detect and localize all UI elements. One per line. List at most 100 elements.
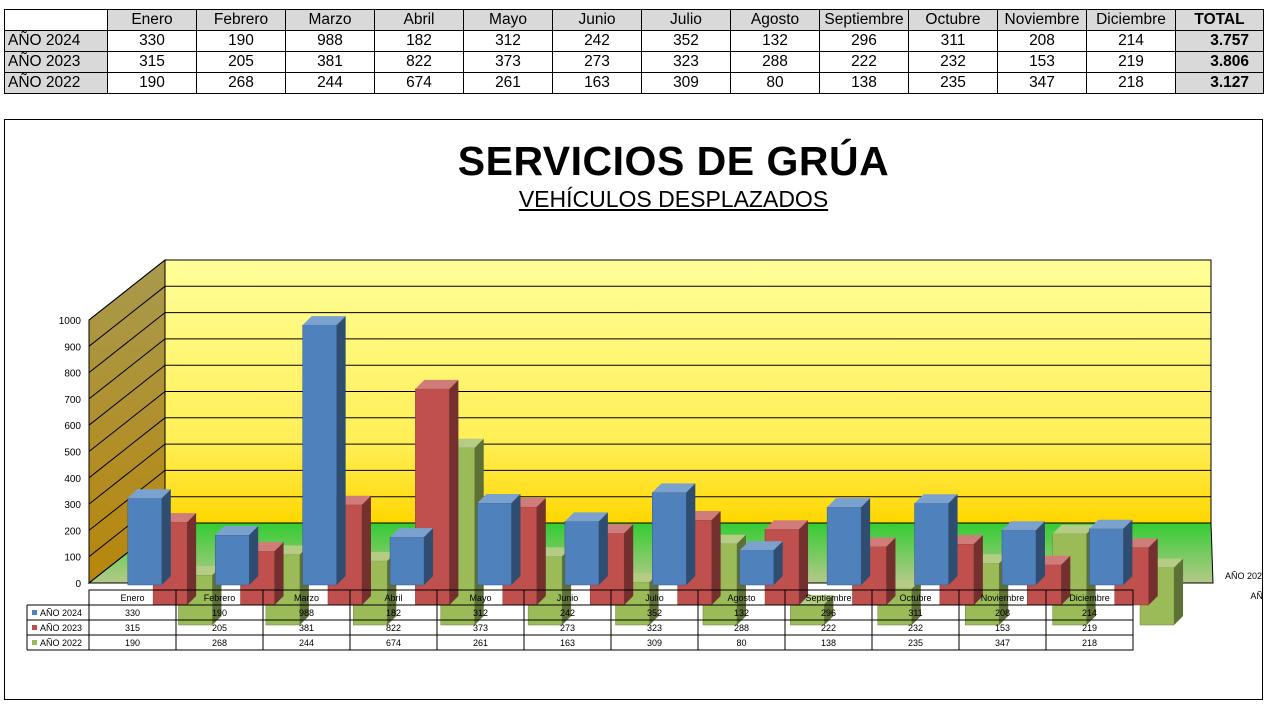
summary-cell: 163 <box>552 72 642 94</box>
data-table-value: 988 <box>299 608 314 618</box>
summary-cell: 309 <box>641 72 731 94</box>
summary-month-header: Diciembre <box>1086 9 1176 31</box>
data-table-value: 309 <box>647 638 662 648</box>
data-table-value: 381 <box>299 623 314 633</box>
summary-month-header: Octubre <box>908 9 998 31</box>
summary-row: AÑO 2023 315 205 381 822 373 273 323 288 222 232 15… <box>4 51 1264 73</box>
data-table-value: 244 <box>299 638 314 648</box>
gridline <box>88 312 1211 373</box>
y-tick-label: 800 <box>64 369 81 380</box>
summary-month-header: Julio <box>641 9 731 31</box>
data-table-value: 315 <box>125 623 140 633</box>
summary-cell: 153 <box>997 51 1087 73</box>
summary-row: AÑO 2022 190 268 244 674 261 163 309 80 138 235 347… <box>4 72 1264 94</box>
bar-año-2024-junio <box>564 512 608 586</box>
chart-title: SERVICIOS DE GRÚA <box>457 138 890 184</box>
y-tick-label: 100 <box>64 553 81 564</box>
gridline <box>88 417 1211 479</box>
data-table-value: 222 <box>821 623 836 633</box>
summary-month-header: Marzo <box>285 9 375 31</box>
bar-año-2024-octubre <box>914 494 958 586</box>
bar-año-2024-julio <box>652 483 696 586</box>
gridline <box>88 285 1211 347</box>
data-table-value: 205 <box>212 623 227 633</box>
data-table-value: 219 <box>1082 623 1097 633</box>
summary-month-header: Agosto <box>730 9 820 31</box>
x-tick-label: Octubre <box>899 593 931 603</box>
bar-año-2024-enero <box>127 489 171 586</box>
y-tick-label: 700 <box>64 395 81 406</box>
summary-cell: 288 <box>730 51 820 73</box>
data-table-value: 153 <box>995 623 1010 633</box>
summary-cell: 822 <box>374 51 464 73</box>
summary-cell: 219 <box>1086 51 1176 73</box>
data-table-value: 261 <box>473 638 488 648</box>
summary-cell: 347 <box>997 72 1087 94</box>
depth-axis-label: AÑO 2024 <box>1225 571 1262 581</box>
summary-cell: 311 <box>908 30 998 52</box>
gridline <box>88 469 1211 531</box>
data-table-value: 232 <box>908 623 923 633</box>
summary-cell: 132 <box>730 30 820 52</box>
gridline <box>88 391 1211 452</box>
x-tick-label: Julio <box>645 593 664 603</box>
summary-cell: 242 <box>552 30 642 52</box>
summary-cell: 352 <box>641 30 731 52</box>
summary-row-label: AÑO 2022 <box>4 72 108 94</box>
data-table-value: 674 <box>386 638 401 648</box>
summary-cell: 218 <box>1086 72 1176 94</box>
summary-total-cell: 3.127 <box>1175 72 1264 94</box>
summary-cell: 315 <box>107 51 197 73</box>
summary-cell: 674 <box>374 72 464 94</box>
data-table-value: 288 <box>734 623 749 633</box>
summary-month-header: Febrero <box>196 9 286 31</box>
data-table-value: 242 <box>560 608 575 618</box>
data-table-value: 218 <box>1082 638 1097 648</box>
y-tick-label: 300 <box>64 500 81 511</box>
gridline <box>88 338 1211 400</box>
summary-cell: 330 <box>107 30 197 52</box>
summary-cell: 182 <box>374 30 464 52</box>
data-table-value: 138 <box>821 638 836 648</box>
gridline <box>88 259 1211 321</box>
x-tick-label: Noviembre <box>981 593 1025 603</box>
summary-total-cell: 3.806 <box>1175 51 1264 73</box>
data-table-value: 312 <box>473 608 488 618</box>
y-tick-label: 200 <box>64 526 81 537</box>
summary-row: AÑO 2024 330 190 988 182 312 242 352 132 296 311 20… <box>4 30 1264 52</box>
summary-cell: 190 <box>107 72 197 94</box>
summary-cell: 214 <box>1086 30 1176 52</box>
summary-cell: 244 <box>285 72 375 94</box>
legend-swatch <box>32 625 37 630</box>
depth-axis-label: AÑO 2023 <box>1250 591 1262 601</box>
data-table-value: 235 <box>908 638 923 648</box>
summary-corner <box>4 9 108 31</box>
chart-plot: 0 100 200 300 400 500 600 700 800 900 1000 AÑO 2024… <box>26 258 1262 651</box>
data-table-value: 296 <box>821 608 836 618</box>
data-table-value: 347 <box>995 638 1010 648</box>
data-table-value: 268 <box>212 638 227 648</box>
y-tick-label: 600 <box>64 421 81 432</box>
gridline <box>88 443 1211 505</box>
data-table-value: 373 <box>473 623 488 633</box>
summary-row-label: AÑO 2024 <box>4 30 108 52</box>
bar-año-2024-noviembre <box>1001 521 1045 586</box>
data-table-value: 190 <box>125 638 140 648</box>
bar-año-2024-mayo <box>477 493 521 586</box>
data-table-value: 80 <box>736 638 746 648</box>
summary-row-label: AÑO 2023 <box>4 51 108 73</box>
summary-cell: 296 <box>819 30 909 52</box>
bar-año-2024-abril <box>389 528 434 586</box>
x-tick-label: Junio <box>557 593 579 603</box>
chart-subtitle: VEHÍCULOS DESPLAZADOS <box>518 186 829 212</box>
x-tick-label: Diciembre <box>1069 593 1110 603</box>
summary-month-header: Mayo <box>463 9 553 31</box>
data-table-value: 323 <box>647 623 662 633</box>
y-tick-label: 1000 <box>59 316 82 327</box>
data-table-value: 311 <box>908 608 922 618</box>
bar-año-2024-septiembre <box>826 498 871 586</box>
gridline <box>88 364 1211 426</box>
summary-cell: 381 <box>285 51 375 73</box>
x-tick-label: Abril <box>384 593 402 603</box>
x-tick-label: Febrero <box>204 593 236 603</box>
